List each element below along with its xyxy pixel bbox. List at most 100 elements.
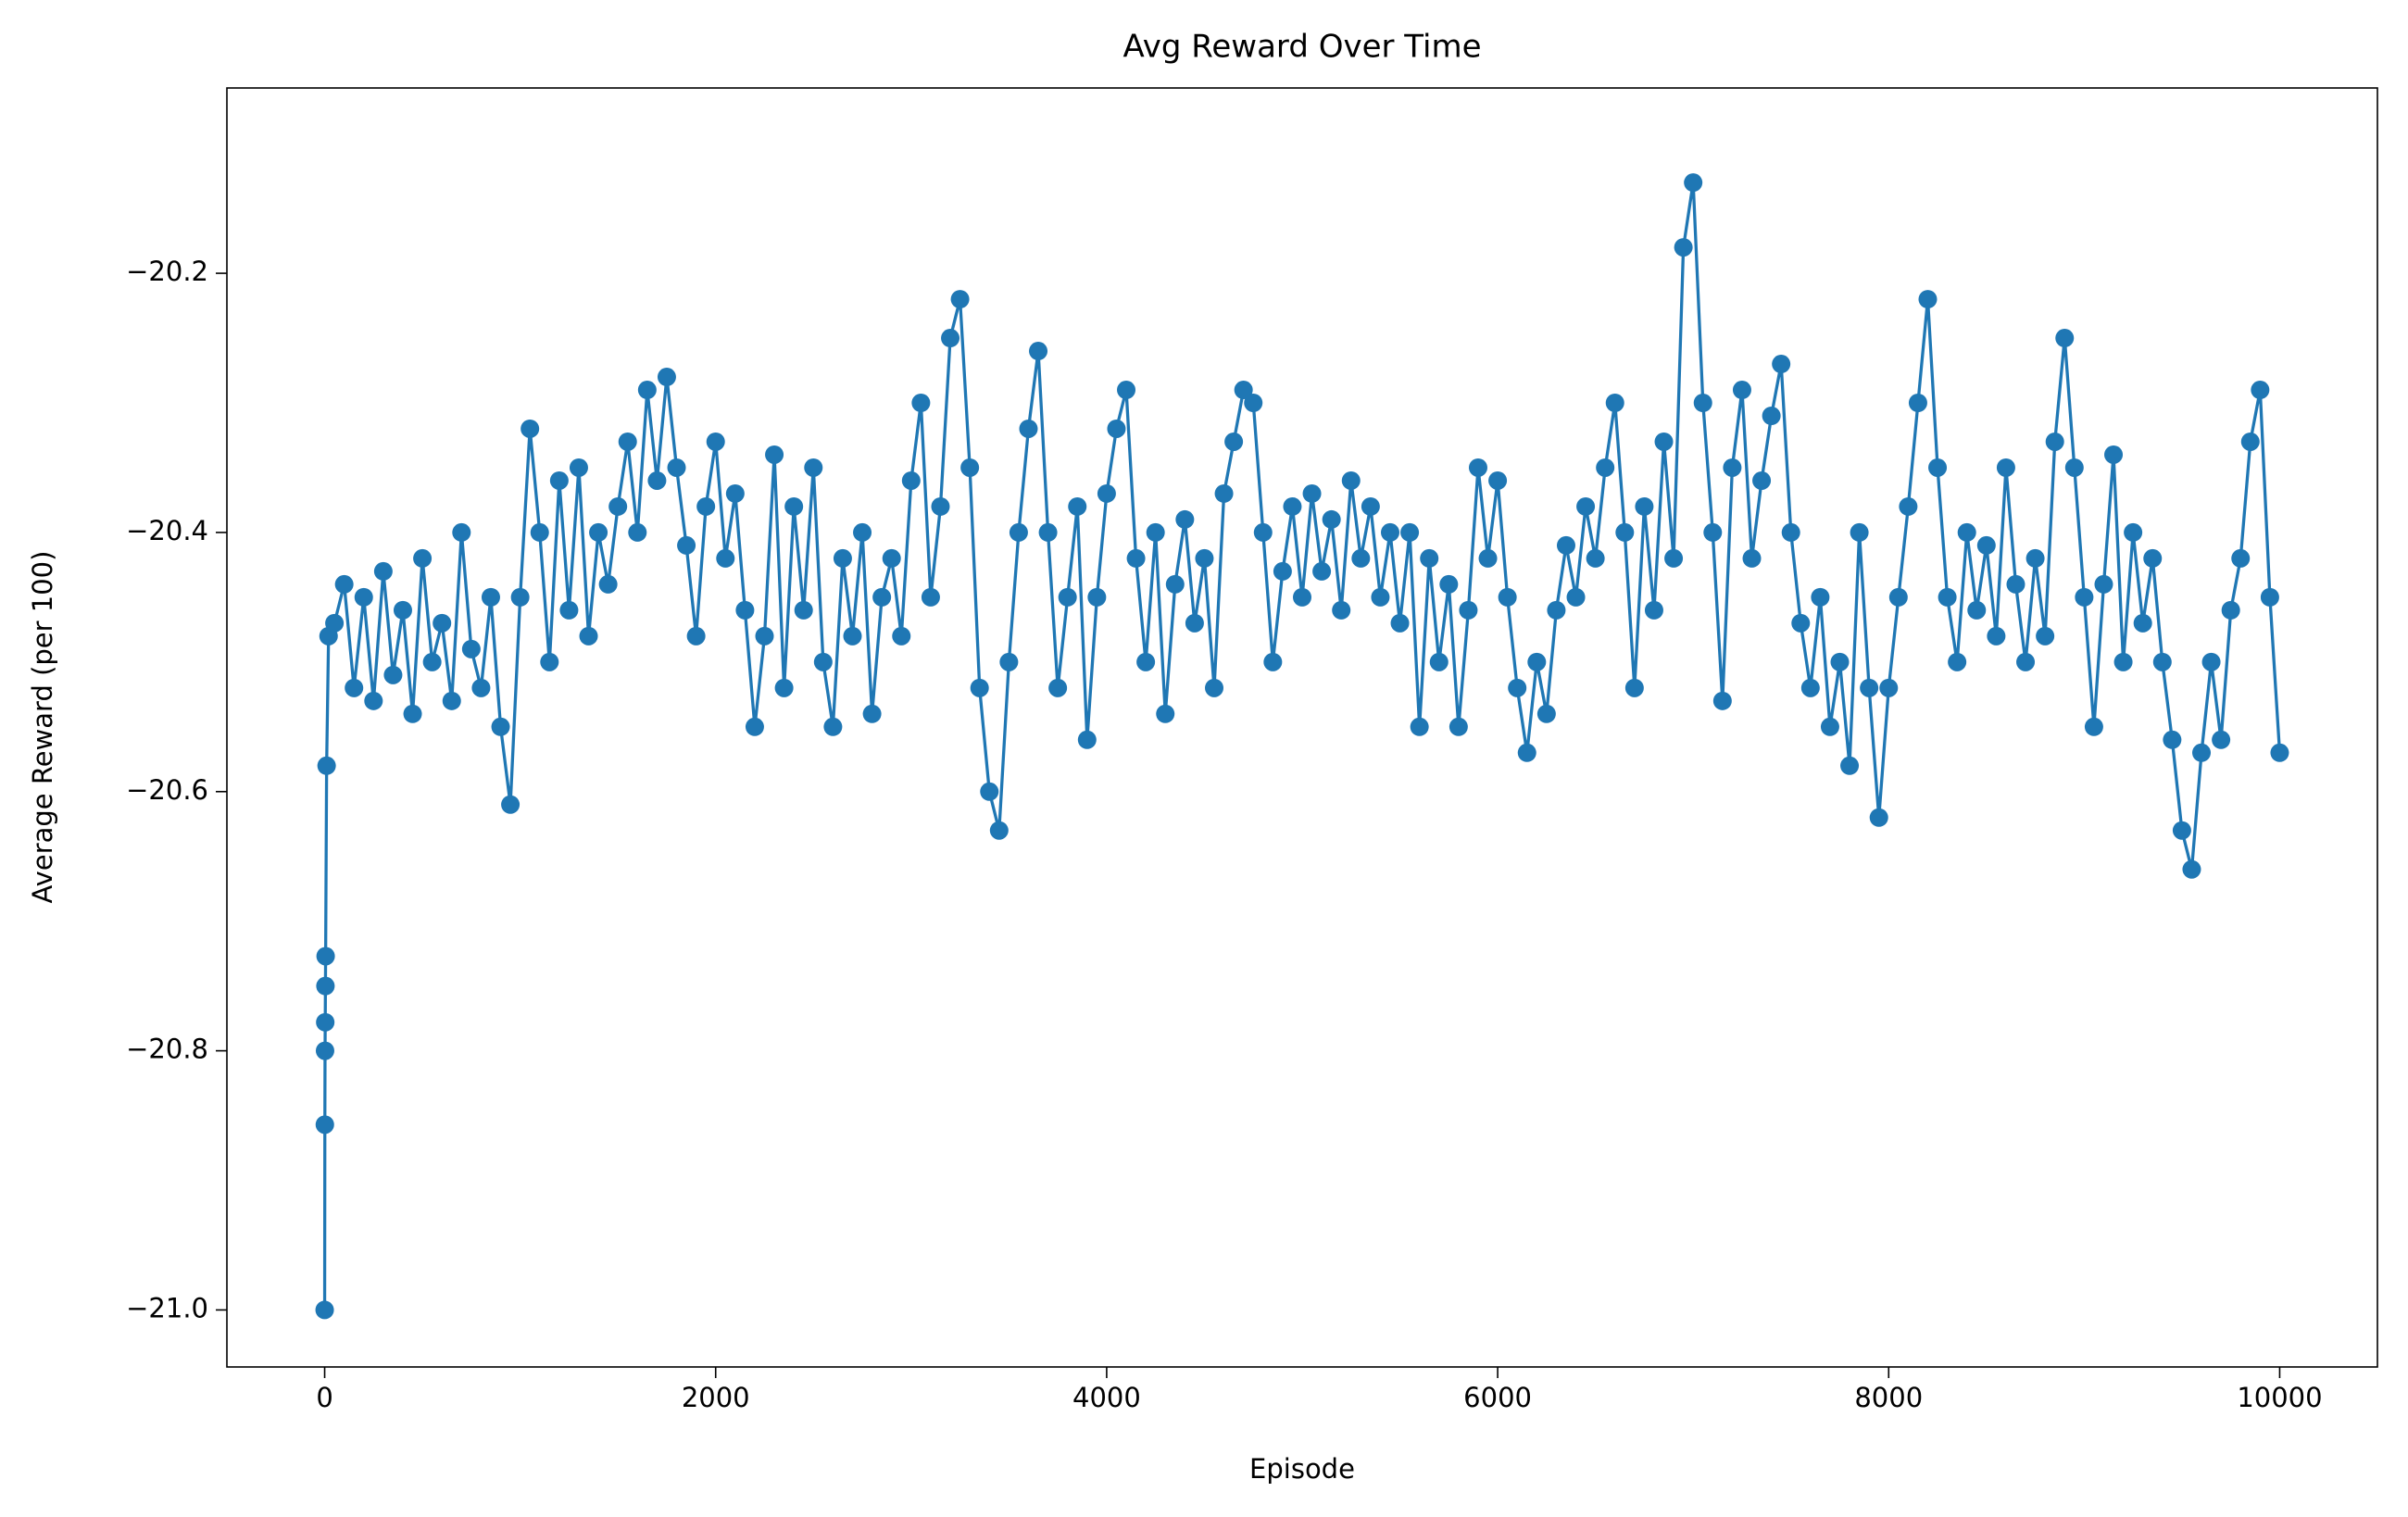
data-point [1468,458,1487,477]
data-point [383,665,403,684]
data-point [1205,678,1224,697]
data-point [1146,522,1165,542]
data-point [452,522,471,542]
data-point [2182,859,2201,879]
data-point [442,691,461,710]
data-point [393,600,412,620]
data-point [1283,496,1302,516]
data-point [1019,419,1038,438]
data-point [950,290,970,309]
data-point [677,535,696,555]
data-point [1908,394,1927,413]
data-point [579,626,598,646]
x-axis-label: Episode [1249,1453,1355,1485]
data-point [2025,548,2045,568]
data-point [901,470,921,490]
data-point [316,1012,335,1032]
data-point [315,1115,334,1135]
data-point [1556,535,1575,555]
data-point [774,678,794,697]
data-point [471,678,491,697]
data-point [1478,548,1498,568]
data-point [1302,483,1322,503]
chart-title: Avg Reward Over Time [1123,29,1482,66]
x-tick-label: 4000 [1072,1382,1141,1413]
plot-frame [226,87,2378,1368]
data-point [1791,613,1811,633]
data-point [647,470,667,490]
data-point [1087,587,1107,607]
data-point [433,613,452,633]
data-point [1488,470,1508,490]
data-point [1341,470,1361,490]
data-point [2113,652,2133,671]
data-point [1536,704,1556,723]
data-point [911,394,931,413]
data-point [1400,522,1420,542]
data-point [823,717,843,736]
data-point [1527,652,1547,671]
data-point [804,458,823,477]
data-point [628,522,647,542]
data-point [1175,509,1195,529]
data-point [1957,522,1976,542]
data-point [334,574,354,594]
data-point [1293,587,1311,607]
data-point [2133,613,2152,633]
data-point [1948,652,1967,671]
data-point [716,548,735,568]
data-point [1996,458,2015,477]
data-point [2240,432,2260,451]
data-point [1322,509,1341,529]
y-tick-label: −21.0 [126,1292,208,1323]
x-tick-label: 2000 [682,1382,750,1413]
data-point [1498,587,1517,607]
data-point [686,626,706,646]
data-point [2124,522,2143,542]
data-point [980,782,999,801]
data-point [1361,496,1380,516]
data-point [1263,652,1283,671]
data-point [2251,381,2270,400]
data-point [1107,419,1126,438]
data-point [765,445,784,464]
data-point [1781,522,1800,542]
data-point [2064,458,2084,477]
data-point [921,587,940,607]
data-point [1156,704,1175,723]
data-point [843,626,862,646]
data-point [1185,613,1204,633]
data-point [1126,548,1146,568]
data-point [316,976,335,996]
data-point [2192,743,2212,762]
data-point [667,458,686,477]
data-point [530,522,549,542]
data-point [755,626,774,646]
data-point [1635,496,1654,516]
data-point [2143,548,2163,568]
data-point [1615,522,1635,542]
data-point [1244,394,1263,413]
data-point [735,600,755,620]
data-point [2260,587,2279,607]
data-point [413,548,433,568]
data-point [1459,600,1478,620]
data-point [1097,483,1116,503]
data-point [461,639,481,658]
data-point [745,717,764,736]
data-point [941,329,960,348]
data-point [1899,496,1918,516]
data-point [1800,678,1820,697]
data-point [1117,381,1136,400]
data-point [1439,574,1459,594]
data-point [315,1041,334,1060]
data-point [999,652,1019,671]
data-point [510,587,530,607]
data-point [2231,548,2251,568]
data-point [364,691,383,710]
data-point [422,652,442,671]
data-point [373,561,393,581]
data-point [1742,548,1762,568]
data-point [403,704,422,723]
